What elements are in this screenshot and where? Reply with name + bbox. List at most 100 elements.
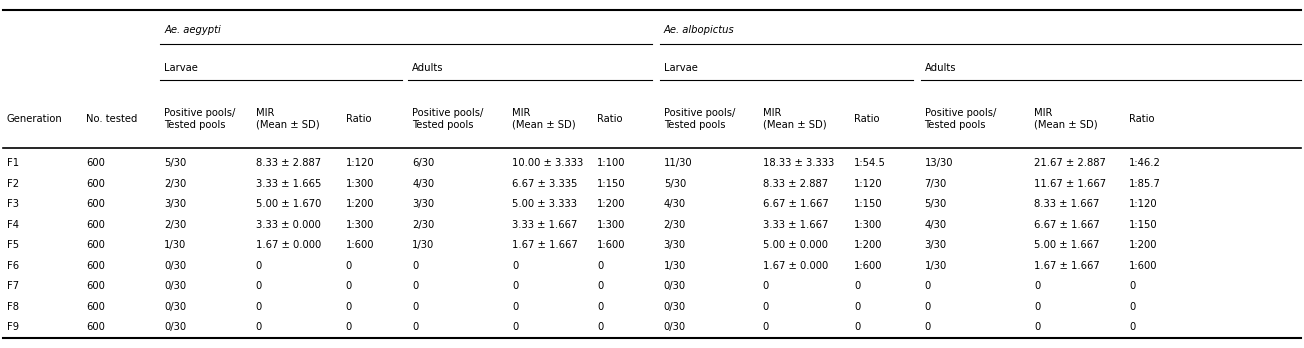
Text: 0: 0: [597, 261, 604, 271]
Text: Ratio: Ratio: [346, 114, 372, 124]
Text: 0: 0: [763, 302, 769, 312]
Text: 1:600: 1:600: [597, 240, 626, 250]
Text: Ae. aegypti: Ae. aegypti: [164, 25, 222, 35]
Text: 1:85.7: 1:85.7: [1129, 179, 1161, 189]
Text: 1:200: 1:200: [346, 199, 374, 209]
Text: F7: F7: [7, 281, 18, 291]
Text: 1:100: 1:100: [597, 158, 626, 168]
Text: MIR
(Mean ± SD): MIR (Mean ± SD): [256, 108, 319, 130]
Text: 1.67 ± 1.667: 1.67 ± 1.667: [1034, 261, 1099, 271]
Text: 1:200: 1:200: [597, 199, 626, 209]
Text: 0: 0: [1129, 302, 1136, 312]
Text: 0: 0: [346, 281, 352, 291]
Text: Ratio: Ratio: [1129, 114, 1155, 124]
Text: Positive pools/
Tested pools: Positive pools/ Tested pools: [412, 108, 484, 130]
Text: 0: 0: [854, 322, 861, 332]
Text: F2: F2: [7, 179, 18, 189]
Text: 0: 0: [512, 322, 519, 332]
Text: F9: F9: [7, 322, 18, 332]
Text: 1:600: 1:600: [854, 261, 883, 271]
Text: F5: F5: [7, 240, 18, 250]
Text: 1:300: 1:300: [346, 179, 374, 189]
Text: 21.67 ± 2.887: 21.67 ± 2.887: [1034, 158, 1106, 168]
Text: 3/30: 3/30: [925, 240, 947, 250]
Text: 0: 0: [256, 281, 262, 291]
Text: 1/30: 1/30: [664, 261, 686, 271]
Text: Ae. albopictus: Ae. albopictus: [664, 25, 734, 35]
Text: 1.67 ± 0.000: 1.67 ± 0.000: [256, 240, 321, 250]
Text: 0: 0: [1034, 322, 1041, 332]
Text: 0/30: 0/30: [664, 322, 686, 332]
Text: Larvae: Larvae: [164, 63, 198, 73]
Text: 0: 0: [854, 281, 861, 291]
Text: 0: 0: [256, 302, 262, 312]
Text: 600: 600: [86, 240, 104, 250]
Text: 0: 0: [512, 261, 519, 271]
Text: Adults: Adults: [412, 63, 443, 73]
Text: F6: F6: [7, 261, 18, 271]
Text: 600: 600: [86, 281, 104, 291]
Text: 0: 0: [412, 261, 419, 271]
Text: 0: 0: [854, 302, 861, 312]
Text: 6.67 ± 1.667: 6.67 ± 1.667: [763, 199, 828, 209]
Text: 3/30: 3/30: [164, 199, 186, 209]
Text: 1:46.2: 1:46.2: [1129, 158, 1161, 168]
Text: 1/30: 1/30: [164, 240, 186, 250]
Text: 4/30: 4/30: [412, 179, 434, 189]
Text: Positive pools/
Tested pools: Positive pools/ Tested pools: [925, 108, 996, 130]
Text: 0/30: 0/30: [164, 281, 186, 291]
Text: 0: 0: [512, 281, 519, 291]
Text: 5.00 ± 1.667: 5.00 ± 1.667: [1034, 240, 1099, 250]
Text: 6/30: 6/30: [412, 158, 434, 168]
Text: 0: 0: [597, 302, 604, 312]
Text: 8.33 ± 2.887: 8.33 ± 2.887: [256, 158, 321, 168]
Text: 0: 0: [346, 322, 352, 332]
Text: 1:600: 1:600: [346, 240, 374, 250]
Text: 1:120: 1:120: [1129, 199, 1158, 209]
Text: 0: 0: [256, 322, 262, 332]
Text: 1:600: 1:600: [1129, 261, 1158, 271]
Text: 600: 600: [86, 302, 104, 312]
Text: 0/30: 0/30: [164, 261, 186, 271]
Text: 600: 600: [86, 199, 104, 209]
Text: Ratio: Ratio: [854, 114, 880, 124]
Text: 1:300: 1:300: [346, 220, 374, 230]
Text: 11/30: 11/30: [664, 158, 692, 168]
Text: 1:54.5: 1:54.5: [854, 158, 885, 168]
Text: 0/30: 0/30: [664, 281, 686, 291]
Text: 3.33 ± 0.000: 3.33 ± 0.000: [256, 220, 321, 230]
Text: 0: 0: [763, 322, 769, 332]
Text: 5.00 ± 0.000: 5.00 ± 0.000: [763, 240, 828, 250]
Text: 0: 0: [412, 322, 419, 332]
Text: 600: 600: [86, 179, 104, 189]
Text: 0: 0: [925, 302, 931, 312]
Text: 0/30: 0/30: [164, 322, 186, 332]
Text: 3/30: 3/30: [412, 199, 434, 209]
Text: 2/30: 2/30: [164, 179, 186, 189]
Text: 600: 600: [86, 220, 104, 230]
Text: 0: 0: [412, 281, 419, 291]
Text: MIR
(Mean ± SD): MIR (Mean ± SD): [763, 108, 827, 130]
Text: 1.67 ± 0.000: 1.67 ± 0.000: [763, 261, 828, 271]
Text: 8.33 ± 1.667: 8.33 ± 1.667: [1034, 199, 1099, 209]
Text: 8.33 ± 2.887: 8.33 ± 2.887: [763, 179, 828, 189]
Text: 1/30: 1/30: [925, 261, 947, 271]
Text: 0: 0: [1034, 302, 1041, 312]
Text: 5.00 ± 1.670: 5.00 ± 1.670: [256, 199, 321, 209]
Text: 3/30: 3/30: [664, 240, 686, 250]
Text: 0/30: 0/30: [664, 302, 686, 312]
Text: F4: F4: [7, 220, 18, 230]
Text: Generation: Generation: [7, 114, 63, 124]
Text: 0: 0: [597, 281, 604, 291]
Text: 0: 0: [412, 302, 419, 312]
Text: 1:120: 1:120: [346, 158, 374, 168]
Text: 0: 0: [925, 281, 931, 291]
Text: 3.33 ± 1.665: 3.33 ± 1.665: [256, 179, 321, 189]
Text: 0/30: 0/30: [164, 302, 186, 312]
Text: 2/30: 2/30: [164, 220, 186, 230]
Text: F8: F8: [7, 302, 18, 312]
Text: 1:150: 1:150: [597, 179, 626, 189]
Text: 1:200: 1:200: [854, 240, 883, 250]
Text: 5/30: 5/30: [164, 158, 186, 168]
Text: 1:120: 1:120: [854, 179, 883, 189]
